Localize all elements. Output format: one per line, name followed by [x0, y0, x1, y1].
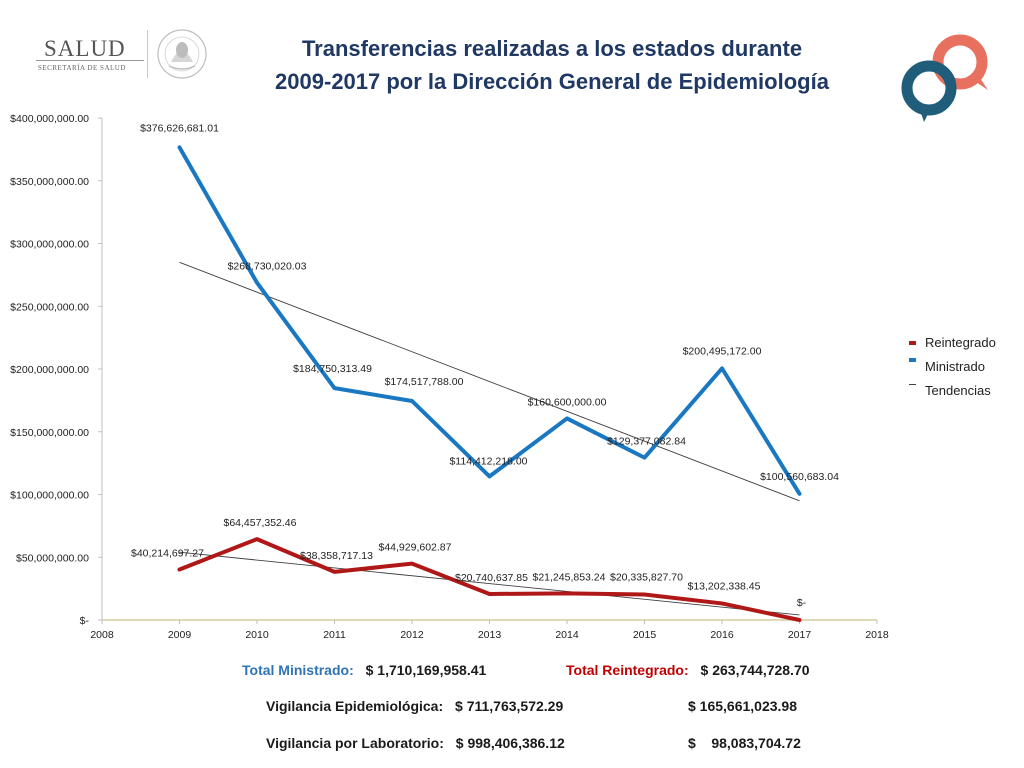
- x-tick-label: 2018: [865, 629, 889, 641]
- salud-logo: SALUD SECRETARÍA DE SALUD: [36, 36, 146, 76]
- national-seal-icon: [157, 29, 207, 79]
- data-label-reintegrado: $20,740,637.85: [455, 572, 528, 584]
- legend-item-ministrado: Ministrado: [906, 358, 1016, 382]
- x-tick-label: 2014: [555, 629, 579, 641]
- x-tick-label: 2010: [245, 629, 269, 641]
- data-label-reintegrado: $44,929,602.87: [379, 542, 452, 554]
- legend-swatch-ministrado: [909, 358, 916, 362]
- y-tick-label: $250,000,000.00: [10, 301, 89, 313]
- logo-word: SALUD: [44, 36, 126, 61]
- x-tick-label: 2015: [633, 629, 657, 641]
- logo-subtitle: SECRETARÍA DE SALUD: [38, 64, 126, 72]
- total-ministrado-value: $ 1,710,169,958.41: [365, 662, 487, 678]
- data-label-reintegrado: $13,202,338.45: [688, 580, 761, 592]
- vigilancia-epidemiologica-row: Vigilancia Epidemiológica: $ 711,763,572…: [266, 698, 563, 714]
- data-label-ministrado: $174,517,788.00: [385, 376, 464, 388]
- y-tick-label: $300,000,000.00: [10, 239, 89, 251]
- plot-area: [102, 118, 877, 620]
- vig-epi-reintegrado: $ 165,661,023.98: [688, 698, 797, 714]
- vigilancia-laboratorio-row: Vigilancia por Laboratorio: $ 998,406,38…: [266, 735, 565, 751]
- y-tick-label: $50,000,000.00: [16, 552, 89, 564]
- vig-lab-label: Vigilancia por Laboratorio:: [266, 735, 444, 751]
- trend-lines: [179, 261, 800, 616]
- y-tick-label: $100,000,000.00: [10, 490, 89, 502]
- data-label-ministrado: $160,600,000.00: [528, 396, 607, 408]
- data-label-reintegrado: $38,358,717.13: [300, 550, 373, 562]
- title-line-2: 2009-2017 por la Dirección General de Ep…: [275, 69, 829, 94]
- vig-epi-ministrado: $ 711,763,572.29: [455, 698, 564, 714]
- total-reintegrado-label: Total Reintegrado:: [566, 662, 689, 678]
- data-label-ministrado: $200,495,172.00: [683, 345, 762, 357]
- data-label-ministrado: $129,377,082.84: [607, 436, 686, 448]
- data-label-reintegrado: $21,245,853.24: [533, 571, 606, 583]
- transfers-line-chart: $- $50,000,000.00 $100,000,000.00 $150,000,…: [10, 113, 889, 641]
- series-line-ministrado: [177, 145, 802, 496]
- y-tick-label: $350,000,000.00: [10, 176, 89, 188]
- x-tick-label: 2016: [710, 629, 734, 641]
- data-label-ministrado: $100,560,683.04: [760, 471, 839, 483]
- vig-lab-ministrado: $ 998,406,386.12: [455, 735, 565, 751]
- x-tick-label: 2011: [323, 629, 346, 641]
- trend-line-reintegrado: [179, 551, 800, 616]
- data-labels: $376,626,681.01 $268,730,020.03 $184,750,3…: [131, 122, 839, 609]
- series-lines: [177, 145, 802, 622]
- chart-axes: $- $50,000,000.00 $100,000,000.00 $150,000,…: [10, 113, 889, 641]
- legend-label-tendencias: Tendencias: [925, 383, 991, 398]
- legend-label-ministrado: Ministrado: [925, 359, 985, 374]
- logo-rule: [36, 60, 144, 61]
- logo-divider: [147, 30, 148, 78]
- data-label-ministrado: $114,412,218.00: [449, 455, 527, 467]
- legend-swatch-reintegrado: [909, 341, 916, 345]
- data-label-reintegrado: $64,457,352.46: [224, 517, 297, 529]
- trend-line-ministrado: [179, 261, 800, 502]
- x-tick-label: 2008: [90, 629, 114, 641]
- total-reintegrado-value: $ 263,744,728.70: [700, 662, 810, 678]
- vig-lab-reintegrado: $ 98,083,704.72: [688, 735, 801, 751]
- data-label-ministrado: $376,626,681.01: [140, 122, 219, 134]
- data-label-reintegrado: $-: [797, 597, 807, 609]
- data-label-ministrado: $268,730,020.03: [228, 261, 307, 273]
- legend-item-tendencias: Tendencias: [906, 382, 1016, 406]
- total-reintegrado: Total Reintegrado: $ 263,744,728.70: [566, 662, 810, 678]
- chart-legend: Reintegrado Ministrado Tendencias: [906, 334, 1016, 406]
- series-line-reintegrado: [177, 537, 802, 622]
- x-tick-label: 2012: [400, 629, 424, 641]
- y-tick-label: $150,000,000.00: [10, 427, 89, 439]
- total-ministrado: Total Ministrado: $ 1,710,169,958.41: [242, 662, 486, 678]
- legend-item-reintegrado: Reintegrado: [906, 334, 1016, 358]
- vig-epi-label: Vigilancia Epidemiológica:: [266, 698, 444, 714]
- data-label-reintegrado: $40,214,697.27: [131, 548, 204, 560]
- title-line-1: Transferencias realizadas a los estados …: [301, 36, 803, 61]
- y-tick-label: $400,000,000.00: [10, 113, 89, 125]
- x-tick-label: 2009: [168, 629, 192, 641]
- total-ministrado-label: Total Ministrado:: [242, 662, 354, 678]
- speech-bubble-logo-icon: [901, 34, 988, 122]
- legend-label-reintegrado: Reintegrado: [925, 335, 996, 350]
- y-tick-label: $200,000,000.00: [10, 364, 89, 376]
- data-label-reintegrado: $20,335,827.70: [610, 571, 683, 583]
- legend-swatch-tendencias: [909, 384, 916, 385]
- x-tick-label: 2017: [788, 629, 812, 641]
- y-tick-label: $-: [80, 615, 90, 627]
- page-title: Transferencias realizadas a los estados …: [220, 32, 884, 98]
- x-tick-label: 2013: [478, 629, 502, 641]
- data-label-ministrado: $184,750,313.49: [293, 363, 372, 375]
